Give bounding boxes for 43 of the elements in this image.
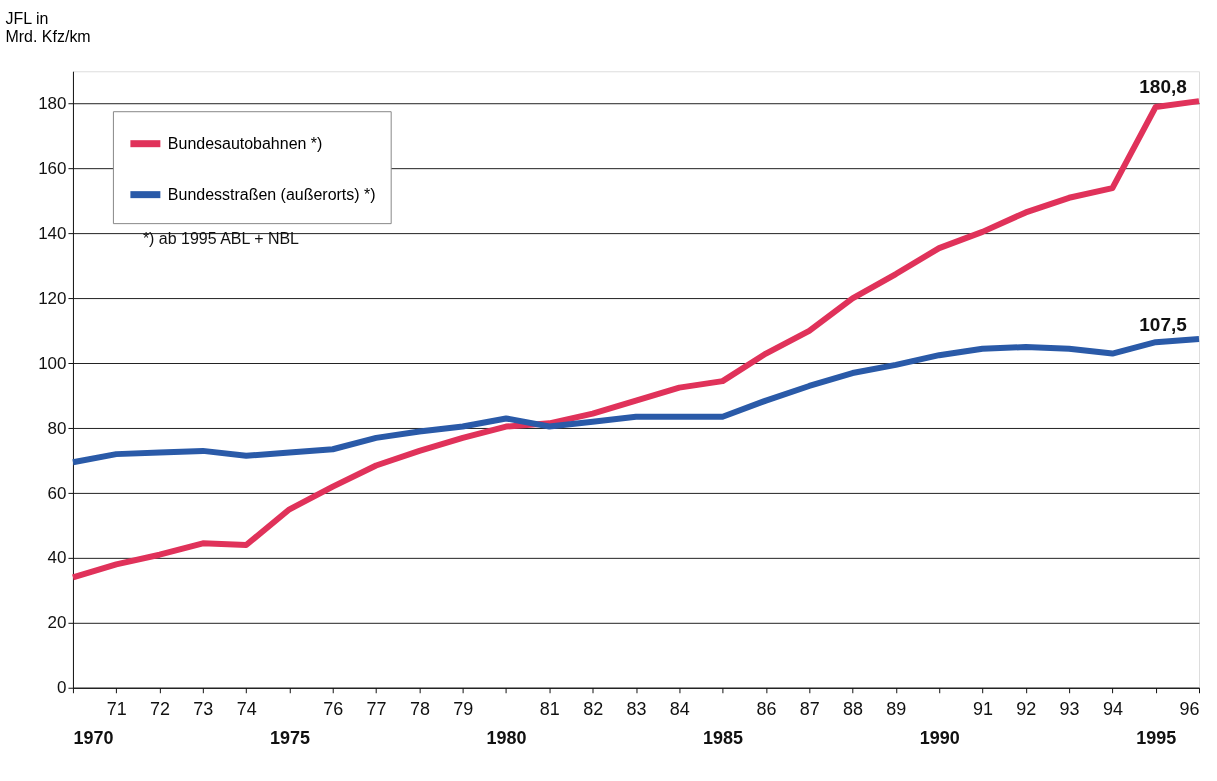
y-tick-label: 0 xyxy=(57,678,67,698)
x2-tick-label: 1990 xyxy=(919,728,960,749)
y-axis-title: JFL in Mrd. Kfz/km xyxy=(5,9,91,45)
x-tick-label: 93 xyxy=(1059,699,1080,720)
annotation: *) ab 1995 ABL + NBL xyxy=(142,230,300,248)
y-tick-label: 60 xyxy=(47,483,67,503)
y-tick-label: 120 xyxy=(38,288,67,308)
x-tick-label: 86 xyxy=(756,699,777,720)
y-tick-label: 100 xyxy=(38,353,67,373)
x2-tick-label: 1985 xyxy=(703,728,744,749)
y-tick-label: 80 xyxy=(47,418,67,438)
y-tick-label: 180 xyxy=(38,94,67,114)
x-tick-label: 76 xyxy=(323,699,344,720)
x2-tick-label: 1995 xyxy=(1136,728,1177,749)
y-tick-label: 20 xyxy=(47,613,67,633)
x-tick-label: 72 xyxy=(150,699,171,720)
x-tick-label: 71 xyxy=(106,699,127,720)
x-tick-label: 91 xyxy=(972,699,993,720)
x-tick-label: 81 xyxy=(539,699,560,720)
x-tick-label: 89 xyxy=(886,699,907,720)
x2-tick-label: 1980 xyxy=(486,728,527,749)
y-tick-label: 160 xyxy=(38,159,67,179)
x-tick-label: 87 xyxy=(799,699,820,720)
x-tick-label: 83 xyxy=(626,699,647,720)
y-tick-label: 140 xyxy=(38,223,67,243)
x-tick-label: 79 xyxy=(453,699,474,720)
x2-tick-label: 1975 xyxy=(270,728,310,749)
x-tick-label: 82 xyxy=(583,699,604,720)
x2-tick-label: 1970 xyxy=(73,728,114,749)
x-tick-label: 84 xyxy=(669,699,690,720)
data-label: 107,5 xyxy=(1139,313,1188,335)
x-tick-label: 77 xyxy=(366,699,387,720)
y-tick-label: 40 xyxy=(47,548,67,568)
x-tick-label: 94 xyxy=(1102,699,1123,720)
x-tick-label: 92 xyxy=(1016,699,1037,720)
x-tick-label: 96 xyxy=(1179,699,1200,720)
data-label: 180,8 xyxy=(1139,76,1187,98)
x-tick-label: 73 xyxy=(193,699,214,720)
legend-label: Bundesstraßen (außerorts) *) xyxy=(167,185,376,203)
x-tick-label: 88 xyxy=(843,699,864,720)
legend-label: Bundesautobahnen *) xyxy=(167,134,323,152)
x-tick-label: 74 xyxy=(236,699,257,720)
x-tick-label: 78 xyxy=(409,699,430,720)
